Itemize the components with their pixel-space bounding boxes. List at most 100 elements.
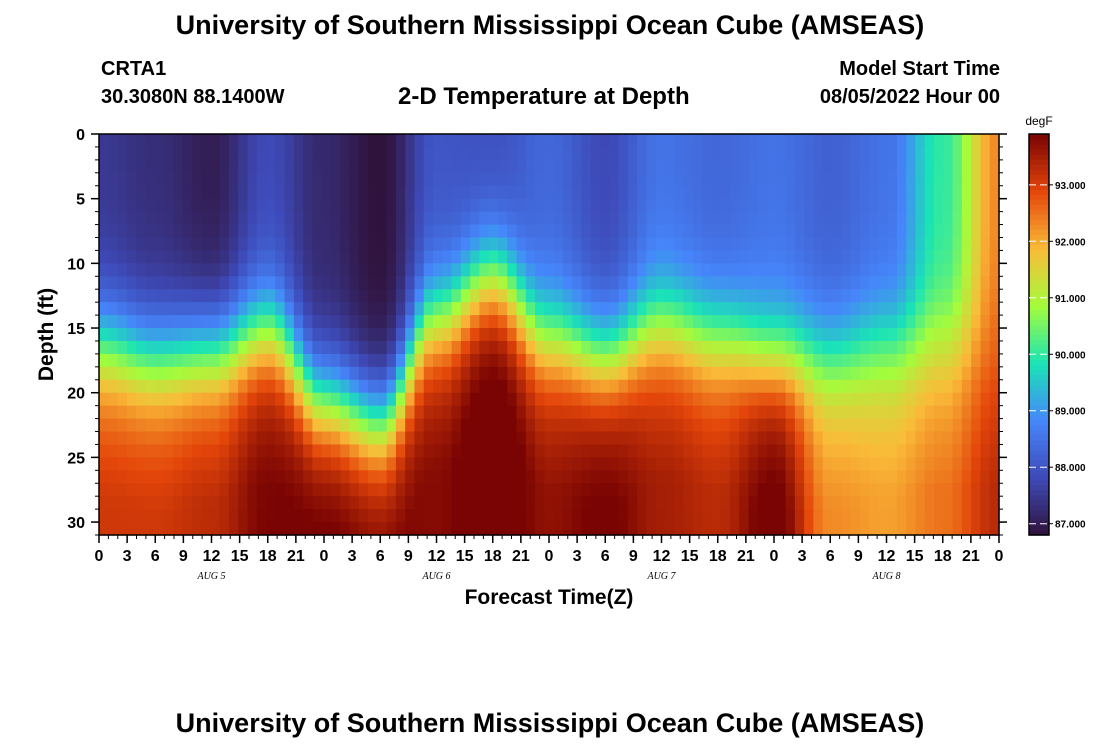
heatmap-cell	[813, 418, 824, 433]
heatmap-cell	[516, 340, 527, 355]
heatmap-cell	[562, 483, 573, 497]
heatmap-cell	[451, 392, 462, 407]
heatmap-cell	[108, 353, 119, 368]
heatmap-cell	[757, 496, 768, 510]
heatmap-cell	[989, 159, 1000, 174]
heatmap-cell	[247, 340, 258, 355]
heatmap-cell	[813, 444, 824, 458]
heatmap-cell	[878, 263, 889, 277]
heatmap-cell	[210, 418, 221, 433]
heatmap-cell	[312, 315, 323, 329]
heatmap-cell	[182, 146, 193, 161]
heatmap-cell	[562, 134, 573, 148]
heatmap-cell	[989, 211, 1000, 226]
heatmap-cell	[757, 418, 768, 433]
heatmap-cell	[163, 185, 174, 200]
heatmap-cell	[312, 379, 323, 394]
heatmap-cell	[794, 211, 805, 226]
heatmap-cell	[748, 483, 759, 497]
heatmap-cell	[971, 340, 982, 355]
heatmap-cell	[609, 470, 620, 484]
heatmap-cell	[655, 211, 666, 226]
heatmap-cell	[943, 146, 954, 161]
heatmap-cell	[581, 457, 592, 471]
colorbar-tick-label: 93.000	[1055, 181, 1086, 192]
heatmap-cell	[655, 522, 666, 536]
heatmap-cell	[340, 522, 351, 536]
heatmap-cell	[646, 289, 657, 303]
heatmap-cell	[748, 185, 759, 200]
heatmap-cell	[831, 315, 842, 329]
heatmap-cell	[767, 315, 777, 329]
heatmap-cell	[368, 328, 378, 342]
heatmap-cell	[646, 470, 657, 484]
heatmap-cell	[126, 211, 137, 226]
heatmap-cell	[303, 457, 314, 471]
heatmap-cell	[655, 509, 666, 523]
heatmap-cell	[201, 366, 211, 381]
heatmap-cell	[971, 379, 982, 394]
heatmap-cell	[330, 522, 341, 536]
heatmap-cell	[414, 379, 425, 394]
heatmap-cell	[553, 250, 564, 264]
heatmap-cell	[637, 211, 648, 226]
heatmap-cell	[711, 315, 722, 329]
heatmap-cell	[850, 289, 861, 303]
colorbar-segment	[1029, 499, 1049, 506]
heatmap-cell	[256, 483, 267, 497]
heatmap-cell	[349, 366, 360, 381]
heatmap-cell	[831, 302, 842, 316]
heatmap-cell	[99, 302, 109, 316]
heatmap-cell	[646, 353, 657, 368]
heatmap-cell	[850, 263, 861, 277]
heatmap-cell	[451, 328, 462, 342]
heatmap-cell	[646, 522, 657, 536]
colorbar-segment	[1029, 194, 1049, 200]
heatmap-cell	[971, 263, 982, 277]
heatmap-cell	[293, 470, 304, 484]
heatmap-cell	[600, 302, 610, 316]
heatmap-cell	[535, 302, 545, 316]
heatmap-cell	[971, 289, 982, 303]
heatmap-cell	[692, 237, 703, 252]
heatmap-cell	[961, 431, 972, 446]
heatmap-cell	[729, 444, 740, 458]
heatmap-cell	[924, 483, 935, 497]
heatmap-cell	[117, 276, 128, 290]
heatmap-cell	[293, 328, 304, 342]
heatmap-cell	[720, 353, 731, 368]
colorbar-segment	[1029, 254, 1049, 260]
heatmap-cell	[321, 431, 332, 446]
heatmap-cell	[219, 379, 230, 394]
heatmap-cell	[507, 211, 518, 226]
heatmap-cell	[358, 328, 369, 342]
heatmap-cell	[238, 198, 249, 213]
heatmap-cell	[368, 263, 378, 277]
heatmap-cell	[692, 302, 703, 316]
heatmap-cell	[99, 366, 109, 381]
colorbar-segment	[1029, 489, 1049, 496]
heatmap-cell	[646, 457, 657, 471]
heatmap-cell	[572, 418, 583, 433]
heatmap-cell	[748, 457, 759, 471]
heatmap-cell	[785, 444, 796, 458]
heatmap-cell	[915, 172, 926, 187]
heatmap-cell	[330, 483, 341, 497]
heatmap-cell	[349, 522, 360, 536]
heatmap-cell	[961, 146, 972, 161]
heatmap-cell	[219, 431, 230, 446]
heatmap-cell	[405, 172, 416, 187]
heatmap-cell	[804, 315, 815, 329]
heatmap-cell	[757, 353, 768, 368]
heatmap-cell	[525, 198, 536, 213]
heatmap-cell	[340, 509, 351, 523]
heatmap-cell	[349, 457, 360, 471]
heatmap-cell	[275, 198, 286, 213]
heatmap-cell	[609, 289, 620, 303]
heatmap-cell	[702, 353, 712, 368]
heatmap-cell	[785, 250, 796, 264]
heatmap-cell	[405, 237, 416, 252]
heatmap-cell	[609, 159, 620, 174]
heatmap-cell	[256, 405, 267, 420]
heatmap-cell	[934, 392, 944, 407]
